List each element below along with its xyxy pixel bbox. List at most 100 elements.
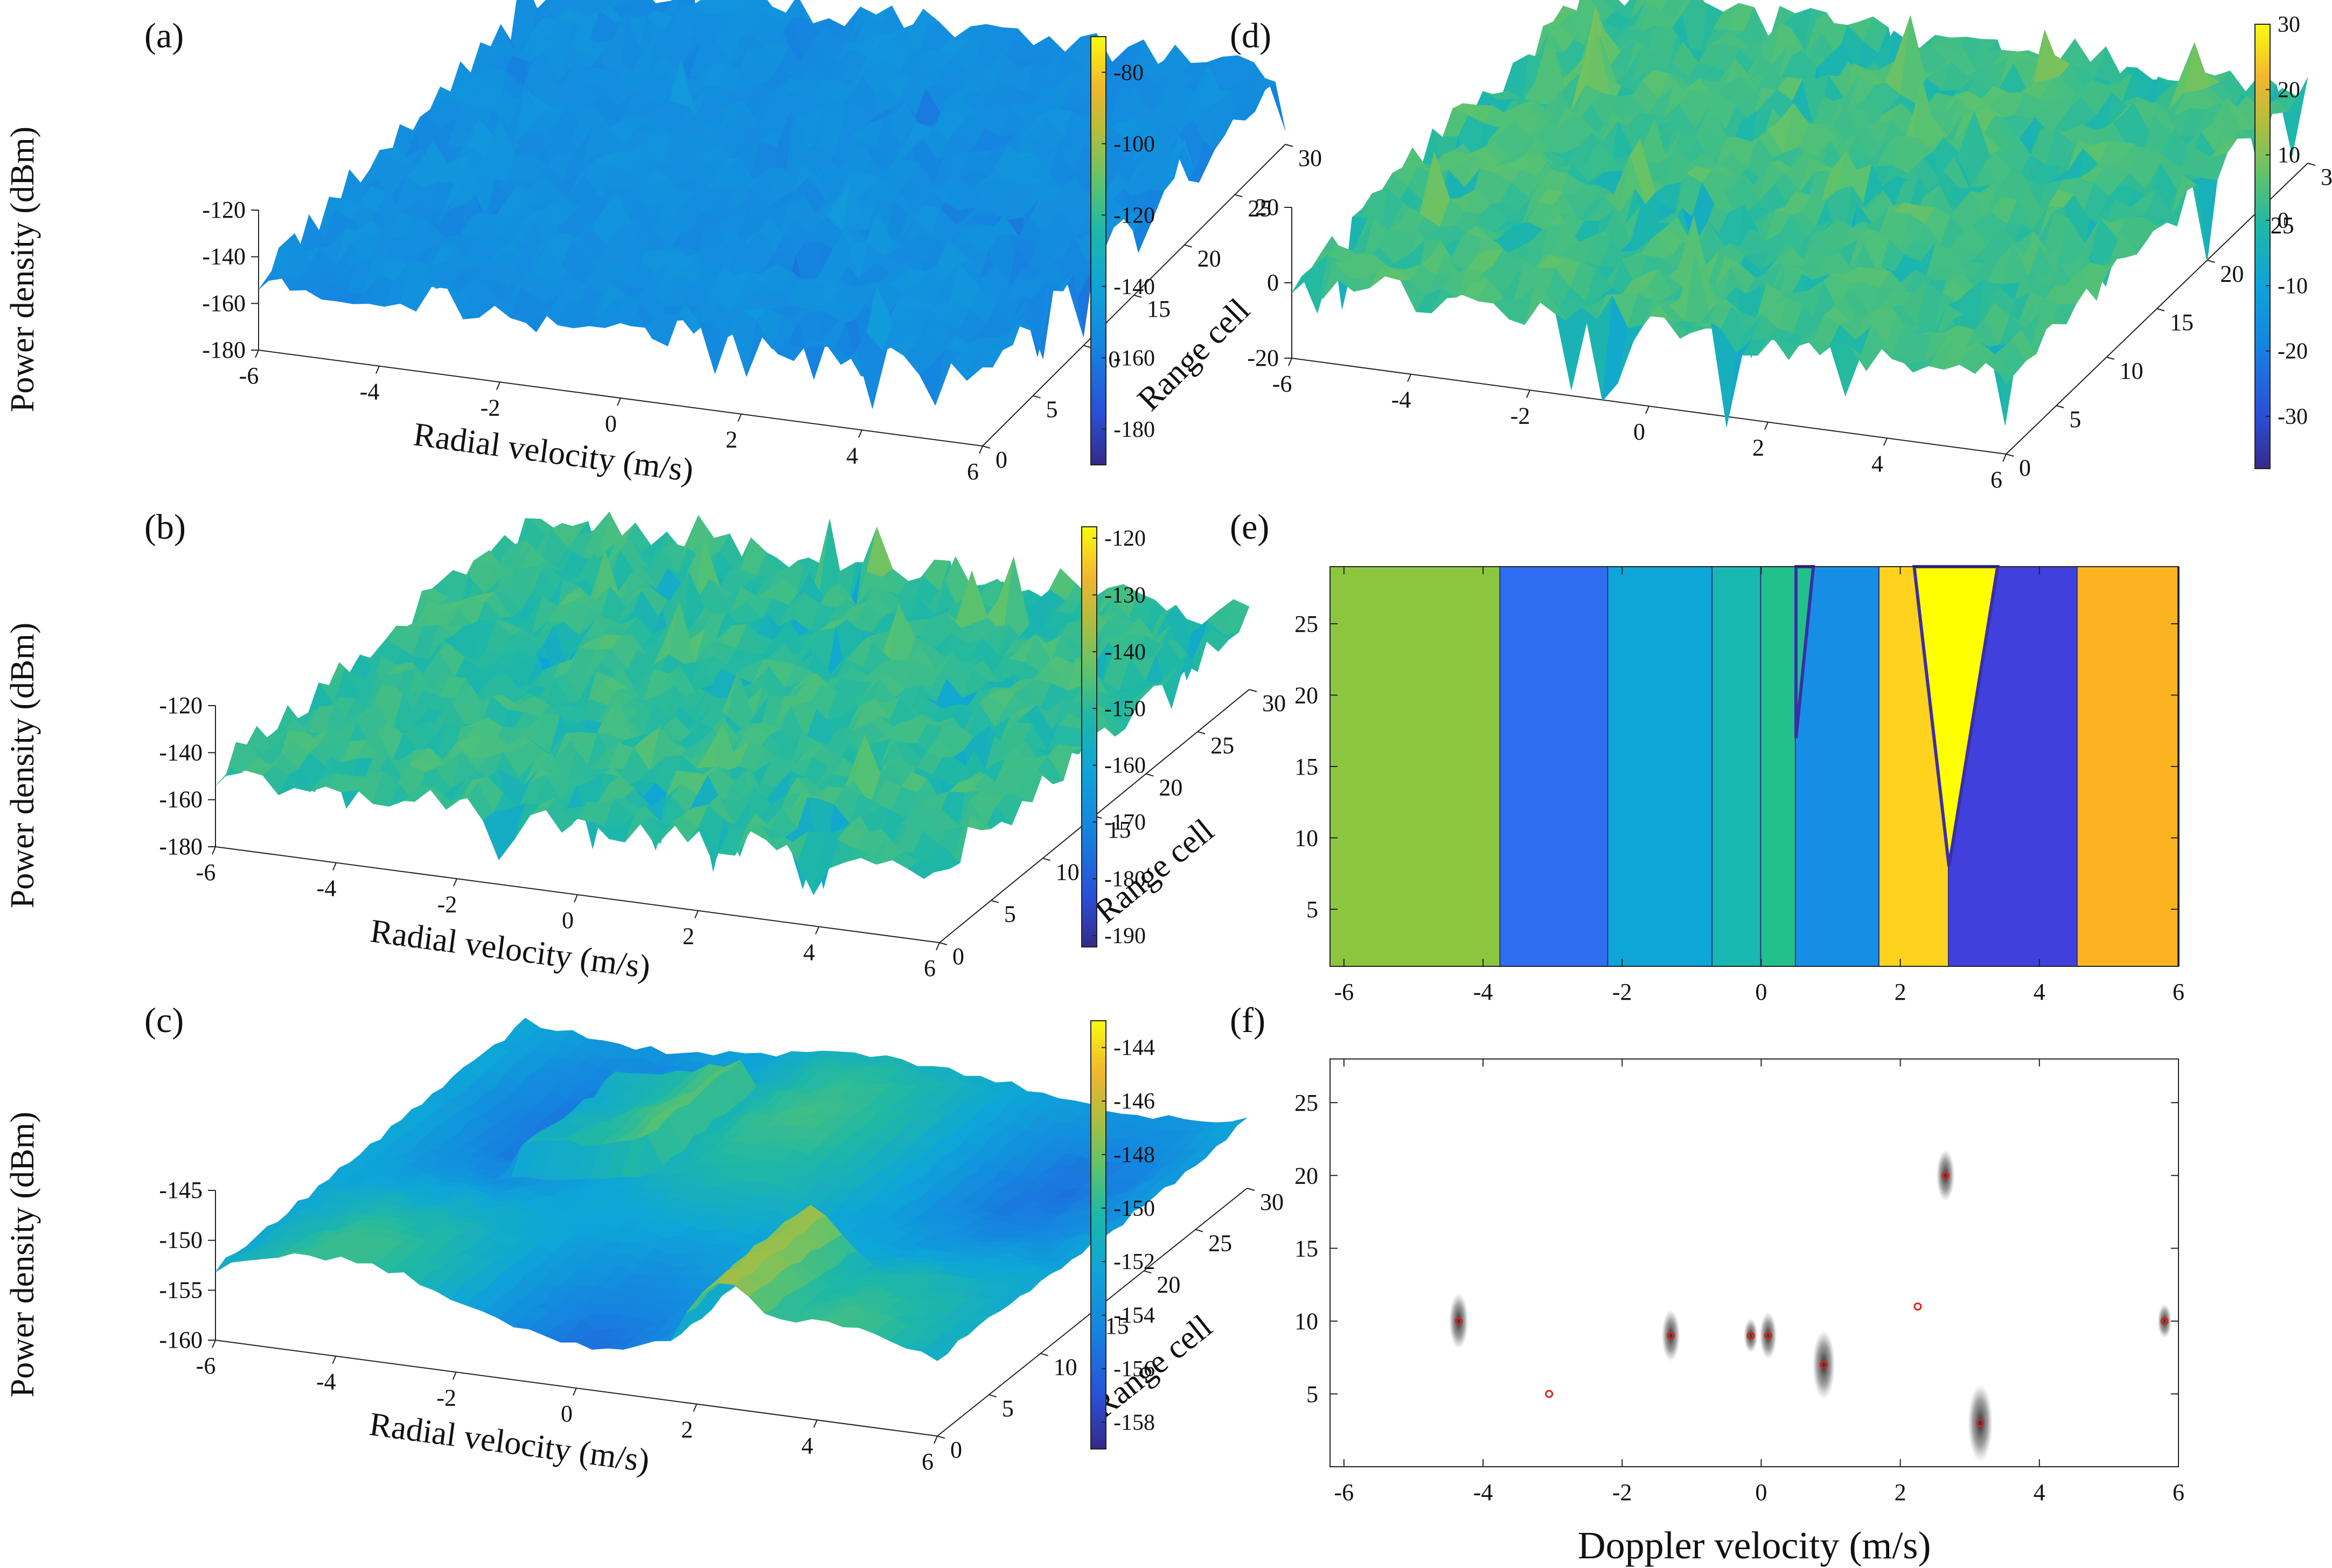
y-tick-label: 20 [1198, 246, 1221, 272]
surface-patch [913, 9, 939, 25]
x-tick-mark [573, 1388, 577, 1396]
colorbar-tick-label: -150 [1104, 696, 1146, 721]
y-tick-mark [1040, 1353, 1048, 1356]
colorbar-b: -120-130-140-150-160-170-180-190 [1081, 526, 1146, 949]
x-tick-mark [375, 366, 380, 374]
x-tick-label: 4 [802, 1432, 813, 1459]
y-tick-mark [1033, 395, 1041, 399]
x-tick-mark [255, 350, 259, 358]
y-tick-mark [937, 1435, 945, 1439]
z-ticks-a: -180 -160 -140 -120 [202, 197, 259, 363]
colorbar-tick-label: -160 [1104, 754, 1146, 778]
y-tick-label: 10 [1054, 1354, 1077, 1381]
colorbar-gradient [1090, 1020, 1106, 1449]
y-tick-label: 15 [1147, 296, 1171, 322]
colorbar-tick-label: -140 [1104, 640, 1146, 665]
z-tick-label: -140 [202, 243, 246, 270]
colorbar-tick-label: -180 [1113, 417, 1155, 442]
y-tick-label: 25 [1208, 1230, 1232, 1257]
colorbar-tick-label: -130 [1104, 583, 1146, 608]
x-tick-label: 4 [803, 939, 815, 965]
y-tick-mark [939, 942, 948, 945]
surface-d [1291, 0, 2308, 428]
z-tick-label: -180 [159, 833, 203, 860]
colorbar-tick-label: -160 [1113, 346, 1155, 371]
x-axis-label-a: Radial velocity (m/s) [411, 416, 695, 489]
colorbar-tick-label: -80 [1113, 60, 1144, 85]
panel-label-b: (b) [144, 507, 186, 547]
surface-patch [966, 347, 993, 381]
panel-label-a: (a) [144, 16, 184, 55]
x-tick-label: -6 [196, 859, 216, 886]
x-tick-label: -2 [481, 394, 500, 421]
z-tick-label: -145 [159, 1177, 203, 1203]
y-tick-label: 5 [1004, 901, 1016, 928]
y-tick-mark [1235, 194, 1243, 198]
x-tick-mark [212, 1340, 216, 1348]
z-ticks-b: -180-160-140-120 [159, 692, 215, 860]
z-tick-label: -160 [159, 786, 203, 813]
z-axis-label-a: Power density (dBm) [4, 127, 41, 412]
x-axis-label-c: Radial velocity (m/s) [367, 1406, 652, 1480]
x-tick-label: 0 [605, 410, 617, 437]
colorbar-tick-label: -140 [1113, 275, 1155, 299]
x-tick-label: -4 [316, 1369, 336, 1395]
x-tick-mark [694, 910, 699, 919]
z-tick-label: -140 [159, 739, 203, 765]
colorbar-tick-label: -120 [1104, 526, 1146, 551]
surface-patch [610, 0, 617, 9]
z-ticks-c: -160-155-150-145 [159, 1177, 215, 1353]
y-tick-label: 25 [1248, 195, 1271, 221]
y-tick-mark [1146, 773, 1154, 777]
colorbar-tick-label: -144 [1113, 1036, 1155, 1061]
y-tick-mark [1042, 858, 1050, 861]
y-tick-label: 0 [950, 1437, 962, 1463]
x-tick-label: 0 [562, 907, 574, 933]
y-tick-label: 10 [1056, 859, 1080, 885]
panel-label-c: (c) [144, 1001, 184, 1040]
x-tick-mark [617, 398, 621, 406]
x-tick-label: 2 [683, 923, 694, 950]
z-tick-label: -180 [202, 337, 246, 363]
colorbar-tick-label: -154 [1113, 1304, 1155, 1328]
colorbar-tick-label: -146 [1113, 1089, 1155, 1114]
x-tick-label: -2 [437, 891, 457, 917]
y-tick-mark [1195, 1229, 1203, 1232]
colorbar-tick-label: -156 [1113, 1357, 1155, 1382]
x-tick-mark [815, 926, 819, 935]
x-tick-mark [212, 846, 216, 855]
y-tick-label: 30 [1260, 1189, 1284, 1215]
x-tick-label: -4 [317, 875, 337, 902]
z-tick-label: -120 [202, 197, 246, 223]
y-tick-mark [1184, 244, 1192, 248]
colorbar-a: -80-100-120-140-160-180 [1090, 36, 1155, 465]
colorbar-gradient [1090, 36, 1106, 465]
x-tick-label: 4 [846, 442, 858, 469]
colorbar-tick-label: -190 [1104, 924, 1146, 949]
y-tick-label: 0 [952, 943, 964, 970]
y-tick-label: 30 [1262, 690, 1286, 716]
y-tick-label: 30 [1298, 145, 1322, 171]
x-axis-label-b: Radial velocity (m/s) [368, 912, 652, 986]
colorbar-tick-label: -170 [1104, 810, 1146, 835]
surface-b [215, 511, 1250, 896]
y-tick-label: 5 [1002, 1395, 1014, 1421]
z-tick-label: -160 [202, 290, 246, 316]
colorbar-tick-label: -100 [1113, 132, 1155, 157]
x-tick-mark [693, 1404, 698, 1412]
x-tick-mark [936, 942, 940, 951]
x-tick-mark [496, 381, 500, 390]
x-tick-mark [332, 1356, 337, 1364]
y-tick-mark [1083, 345, 1091, 349]
x-tick-label: 0 [561, 1400, 573, 1427]
colorbar-tick-label: -152 [1113, 1250, 1155, 1274]
z-axis-label-c: Power density (dBm) [4, 1112, 41, 1397]
x-tick-mark [574, 894, 578, 903]
y-tick-label: 0 [996, 447, 1007, 473]
surface-a [258, 0, 1286, 409]
z-axis-label-b: Power density (dBm) [4, 623, 41, 908]
